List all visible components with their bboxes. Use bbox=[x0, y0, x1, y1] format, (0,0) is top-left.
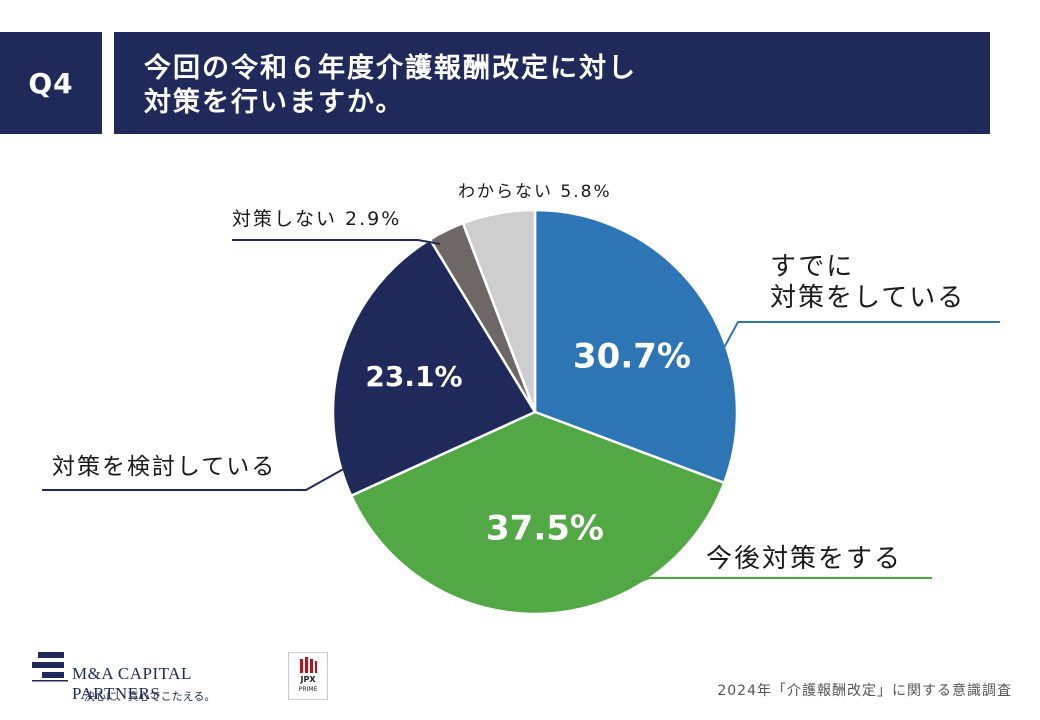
slice-label-1-line-2: 対策をしている bbox=[770, 283, 965, 313]
company-logo: M&A CAPITAL PARTNERS 決心に、真心でこたえる。 bbox=[32, 650, 272, 706]
company-tagline: 決心に、真心でこたえる。 bbox=[84, 691, 216, 703]
slice-label-3-line-1: 対策を検討している bbox=[52, 454, 276, 480]
company-name: M&A CAPITAL PARTNERS bbox=[72, 664, 192, 703]
leader-line-2 bbox=[611, 577, 932, 591]
slice-label-4-line-1: 対策しない 2.9% bbox=[232, 208, 401, 230]
slice-label-2-line-1: 今後対策をする bbox=[706, 544, 902, 574]
company-logo-icon bbox=[32, 652, 68, 682]
pie-slice-1 bbox=[533, 208, 739, 485]
jpx-logo-icon bbox=[300, 657, 317, 673]
question-title-box: 今回の令和６年度介護報酬改定に対し 対策を行いますか。 bbox=[114, 32, 990, 134]
slice-value-1: 30.7% bbox=[573, 337, 691, 377]
slice-label-1-line-1: すでに bbox=[770, 252, 854, 282]
slice-value-2: 37.5% bbox=[486, 509, 604, 549]
jpx-label: JPX bbox=[300, 675, 316, 684]
question-title-line-1: 今回の令和６年度介護報酬改定に対し bbox=[144, 53, 637, 84]
pie-slice-5 bbox=[461, 208, 537, 413]
leader-line-4 bbox=[232, 239, 441, 245]
question-number-badge: Q4 bbox=[0, 32, 102, 134]
pie-slice-2 bbox=[349, 410, 726, 616]
survey-source: 2024年「介護報酬改定」に関する意識調査 bbox=[717, 683, 1012, 699]
jpx-prime-badge: JPX PRIME bbox=[288, 652, 328, 700]
slice-label-5-line-1: わからない 5.8% bbox=[458, 182, 612, 202]
question-title-line-2: 対策を行いますか。 bbox=[144, 87, 405, 118]
question-number: Q4 bbox=[28, 66, 74, 100]
pie-slice-3 bbox=[331, 237, 537, 498]
leader-line-3 bbox=[42, 461, 357, 491]
jpx-prime-label: PRIME bbox=[298, 686, 318, 693]
slice-value-3: 23.1% bbox=[365, 360, 462, 393]
leader-line-1 bbox=[699, 321, 1000, 393]
